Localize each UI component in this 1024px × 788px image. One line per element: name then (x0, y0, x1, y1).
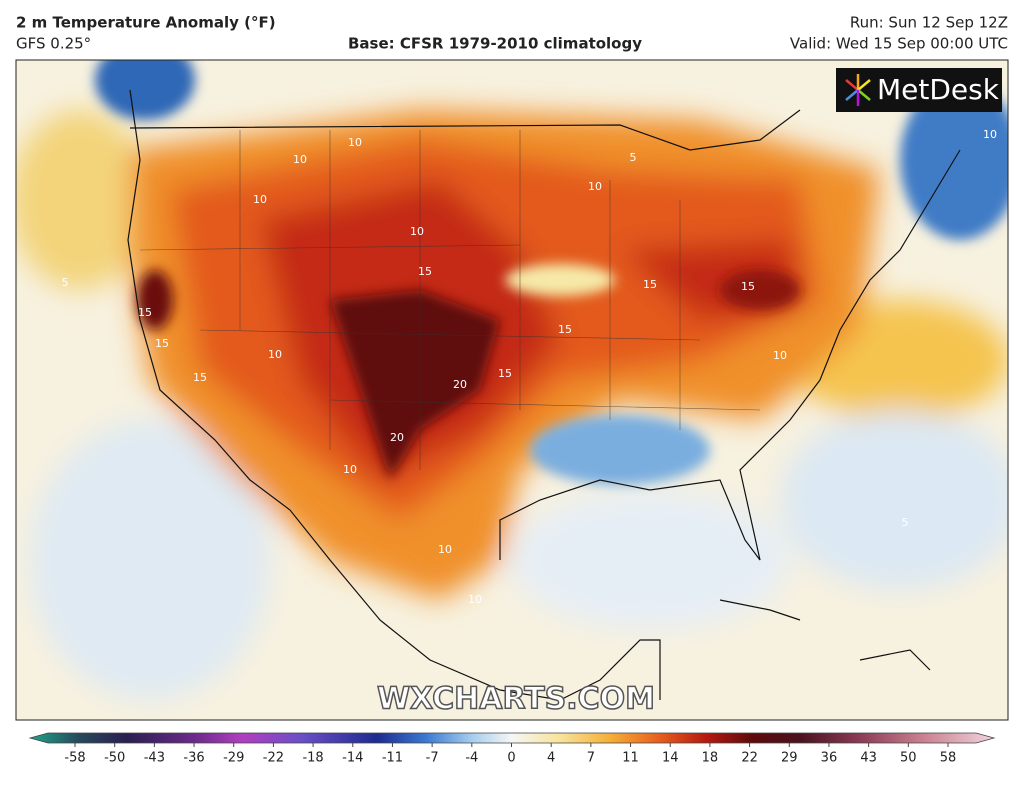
run: Run: Sun 12 Sep 12Z (850, 14, 1008, 32)
contour-label: 10 (253, 193, 267, 206)
contour-label: 15 (138, 306, 152, 319)
contour-label: 15 (193, 371, 207, 384)
colorbar (28, 732, 996, 744)
colorbar-tick-label: 22 (741, 751, 758, 766)
contour-labels: 10 10 5 10 10 10 15 15 15 15 15 20 15 20 10 10 10 10 10 5 5 1… (62, 128, 998, 606)
base: Base: CFSR 1979-2010 climatology (348, 35, 642, 53)
watermark: WXCHARTS.COM (377, 682, 655, 717)
contour-label: 15 (643, 278, 657, 291)
colorbar-tick-label: -11 (382, 751, 403, 766)
logo: MetDesk (877, 73, 1000, 106)
colorbar-tick-label: 58 (940, 751, 957, 766)
colorbar-tick-label: 36 (821, 751, 838, 766)
colorbar-tick-label: -58 (64, 751, 85, 766)
colorbar-tick-label: 43 (860, 751, 877, 766)
contour-label: 15 (498, 367, 512, 380)
valid: Valid: Wed 15 Sep 00:00 UTC (790, 35, 1008, 53)
colorbar-tick-label: 29 (781, 751, 798, 766)
colorbar-tick-label: -4 (465, 751, 478, 766)
colorbar-tick-label: 14 (662, 751, 679, 766)
map: 10 10 5 10 10 10 15 15 15 15 15 20 15 20 10 10 10 10 10 5 5 1… (16, 60, 1008, 720)
colorbar-tick-label: 11 (622, 751, 639, 766)
colorbar-tick-label: -29 (223, 751, 244, 766)
contour-label: 10 (348, 136, 362, 149)
map-frame (15, 59, 1009, 721)
colorbar-tick-label: -18 (302, 751, 323, 766)
colorbar-ticks: -58 -50 -43 -36 -29 -22 -18 -14 -11 -7 -4 0 4 7 11 14 18… (64, 743, 956, 766)
contour-label: 15 (558, 323, 572, 336)
colorbar-tick-label: 18 (702, 751, 719, 766)
contour-label: 5 (902, 516, 909, 529)
colorbar-tick-label: -14 (342, 751, 363, 766)
colorbar-tick-label: 50 (900, 751, 917, 766)
colorbar-tick-label: -36 (183, 751, 204, 766)
colorbar-tick-label: 4 (547, 751, 555, 766)
contour-label: 15 (418, 265, 432, 278)
contour-label: 20 (390, 431, 404, 444)
contour-label: 10 (773, 349, 787, 362)
colorbar-tick-label: -7 (426, 751, 439, 766)
title: 2 m Temperature Anomaly (°F) (16, 14, 276, 32)
contour-label: 10 (410, 225, 424, 238)
contour-label: 10 (293, 153, 307, 166)
logo-icon (845, 74, 871, 106)
contour-label: 10 (468, 593, 482, 606)
colorbar-tick-label: -50 (104, 751, 125, 766)
contour-label: 10 (343, 463, 357, 476)
contour-label: 5 (62, 276, 69, 289)
model: GFS 0.25° (16, 35, 91, 53)
logo-box (836, 68, 1002, 112)
contour-label: 10 (983, 128, 997, 141)
contour-label: 5 (630, 151, 637, 164)
contour-label: 10 (268, 348, 282, 361)
colorbar-tick-label: -43 (144, 751, 165, 766)
contour-label: 10 (588, 180, 602, 193)
contour-label: 15 (741, 280, 755, 293)
contour-label: 10 (438, 543, 452, 556)
colorbar-tick-label: 0 (507, 751, 515, 766)
colorbar-tick-label: -22 (263, 751, 284, 766)
colorbar-tick-label: 7 (587, 751, 595, 766)
contour-label: 20 (453, 378, 467, 391)
contour-label: 15 (155, 337, 169, 350)
